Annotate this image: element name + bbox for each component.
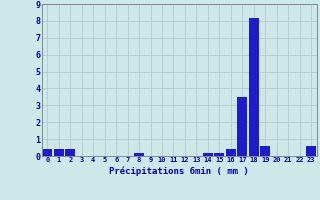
Bar <box>54 149 64 156</box>
Bar <box>134 153 144 156</box>
Bar <box>237 97 247 156</box>
X-axis label: Précipitations 6min ( mm ): Précipitations 6min ( mm ) <box>109 166 249 176</box>
Bar <box>306 146 316 156</box>
Bar <box>249 18 259 156</box>
Bar <box>43 149 52 156</box>
Bar <box>203 153 213 156</box>
Bar <box>214 153 224 156</box>
Bar <box>65 149 75 156</box>
Bar <box>260 146 270 156</box>
Bar <box>226 149 236 156</box>
